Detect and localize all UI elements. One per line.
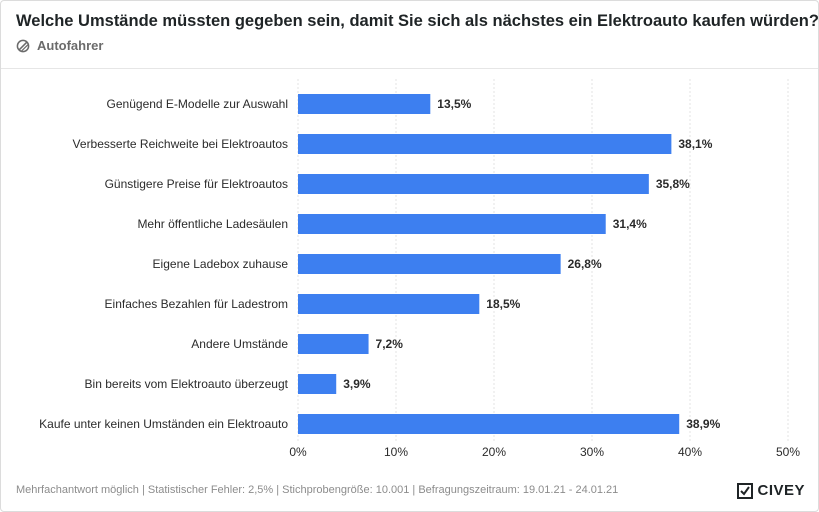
category-label: Andere Umstände	[191, 337, 288, 351]
chart-title: Welche Umstände müssten gegeben sein, da…	[16, 12, 819, 30]
footer-note: Mehrfachantwort möglich | Statistischer …	[16, 484, 619, 496]
x-tick-label: 50%	[776, 445, 800, 459]
value-label: 26,8%	[568, 257, 602, 271]
bar-chart: 0% 10% 20% 30% 40% 50% Genügend E-Modelle zur …	[39, 79, 800, 459]
value-label: 3,9%	[343, 377, 371, 391]
value-label: 18,5%	[486, 297, 520, 311]
category-label: Einfaches Bezahlen für Ladestrom	[105, 297, 288, 311]
bar	[298, 294, 480, 314]
bar	[298, 94, 431, 114]
category-label: Mehr öffentliche Ladesäulen	[137, 217, 288, 231]
value-label: 7,2%	[376, 337, 404, 351]
filter-icon	[16, 39, 30, 52]
category-label: Eigene Ladebox zuhause	[153, 257, 289, 271]
value-label: 31,4%	[613, 217, 647, 231]
bar	[298, 134, 672, 154]
category-label: Genügend E-Modelle zur Auswahl	[107, 97, 288, 111]
category-label: Bin bereits vom Elektroauto überzeugt	[85, 377, 289, 391]
x-tick-label: 10%	[384, 445, 408, 459]
value-label: 38,9%	[686, 417, 720, 431]
category-label: Verbesserte Reichweite bei Elektroautos	[73, 137, 288, 151]
bar	[298, 214, 606, 234]
x-tick-label: 20%	[482, 445, 506, 459]
category-label: Günstigere Preise für Elektroautos	[105, 177, 288, 191]
brand-name: CIVEY	[757, 482, 805, 499]
bar	[298, 254, 561, 274]
value-label: 38,1%	[678, 137, 712, 151]
bar	[298, 334, 369, 354]
brand: CIVEY	[737, 482, 805, 499]
header-divider	[1, 68, 818, 69]
subtitle-row: Autofahrer	[16, 38, 103, 53]
civey-logo-icon	[737, 482, 754, 499]
x-tick-label: 0%	[289, 445, 307, 459]
bar	[298, 414, 680, 434]
x-tick-label: 30%	[580, 445, 604, 459]
chart-subtitle: Autofahrer	[37, 38, 104, 53]
value-label: 13,5%	[437, 97, 471, 111]
bar	[298, 174, 649, 194]
x-tick-label: 40%	[678, 445, 702, 459]
category-label: Kaufe unter keinen Umständen ein Elektro…	[39, 417, 288, 431]
bar	[298, 374, 337, 394]
value-label: 35,8%	[656, 177, 690, 191]
